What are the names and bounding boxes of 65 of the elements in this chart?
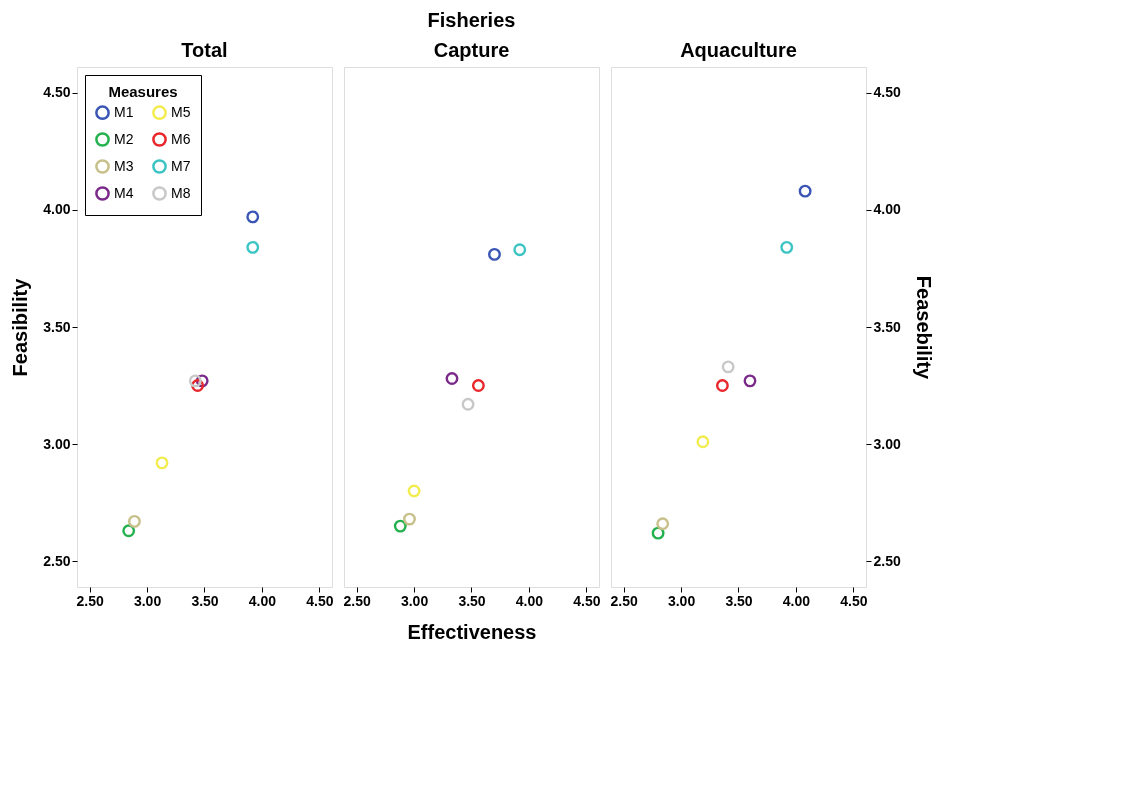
chart-title: Aquaculture bbox=[680, 39, 797, 61]
point bbox=[246, 240, 260, 254]
y-tick-label: 3.00 bbox=[43, 435, 71, 452]
x-axis-title: Effectiveness bbox=[407, 620, 537, 643]
legend-label: M6 bbox=[171, 130, 191, 147]
x-tick-label: 3.00 bbox=[667, 592, 696, 609]
x-tick-label: 2.50 bbox=[343, 592, 371, 609]
point bbox=[246, 210, 260, 224]
point bbox=[513, 243, 527, 257]
point bbox=[407, 484, 421, 498]
x-tick-label: 3.50 bbox=[725, 592, 753, 609]
legend-label: M8 bbox=[171, 184, 191, 201]
legend-label: M5 bbox=[171, 103, 191, 120]
x-tick-label: 2.50 bbox=[76, 592, 104, 609]
point bbox=[393, 519, 407, 533]
legend-label: M7 bbox=[171, 157, 191, 174]
legend-label: M3 bbox=[114, 157, 134, 174]
point bbox=[715, 379, 729, 392]
point bbox=[403, 512, 416, 526]
x-tick-label: 4.50 bbox=[840, 592, 868, 609]
point bbox=[656, 517, 670, 531]
point bbox=[743, 374, 757, 388]
point bbox=[471, 379, 485, 392]
x-tick-label: 2.50 bbox=[610, 592, 638, 609]
y2-tick-label: 4.00 bbox=[873, 201, 901, 218]
point bbox=[127, 514, 141, 528]
legend-label: M4 bbox=[114, 184, 134, 201]
point bbox=[461, 397, 475, 411]
x-tick-label: 3.50 bbox=[191, 592, 219, 609]
y2-axis-title: Feasebility bbox=[912, 275, 935, 381]
point bbox=[188, 374, 202, 388]
x-tick-label: 3.00 bbox=[133, 592, 162, 609]
y-tick-label: 2.50 bbox=[43, 552, 71, 569]
x-tick-label: 4.00 bbox=[782, 592, 811, 609]
y-tick-label: 4.00 bbox=[43, 201, 71, 218]
point bbox=[651, 526, 665, 540]
y-tick-label: 3.50 bbox=[43, 318, 71, 335]
point bbox=[122, 524, 136, 538]
point bbox=[191, 379, 205, 392]
point bbox=[488, 247, 501, 261]
x-tick-label: 3.00 bbox=[400, 592, 429, 609]
x-tick-label: 4.00 bbox=[248, 592, 277, 609]
y2-tick-label: 3.50 bbox=[873, 318, 901, 335]
point bbox=[721, 360, 735, 374]
point bbox=[445, 372, 459, 385]
x-tick-label: 3.50 bbox=[458, 592, 486, 609]
x-tick-label: 4.50 bbox=[573, 592, 601, 609]
legend-label: M2 bbox=[114, 130, 134, 147]
y-axis-title: Feasibility bbox=[9, 277, 32, 377]
point bbox=[780, 240, 794, 254]
point bbox=[798, 184, 812, 198]
point bbox=[155, 456, 169, 470]
x-tick-label: 4.50 bbox=[306, 592, 334, 609]
y-tick-label: 4.50 bbox=[43, 84, 71, 101]
point bbox=[195, 374, 209, 388]
legend-title: Measures bbox=[108, 83, 178, 100]
chart-title: Total bbox=[181, 39, 228, 61]
y2-tick-label: 2.50 bbox=[873, 552, 901, 569]
chart-title: Capture bbox=[433, 39, 510, 61]
y2-tick-label: 3.00 bbox=[873, 435, 901, 452]
text: Fisheries bbox=[427, 8, 516, 31]
y2-tick-label: 4.50 bbox=[873, 84, 901, 101]
point bbox=[696, 435, 710, 449]
x-tick-label: 4.00 bbox=[515, 592, 544, 609]
legend-label: M1 bbox=[114, 103, 134, 120]
